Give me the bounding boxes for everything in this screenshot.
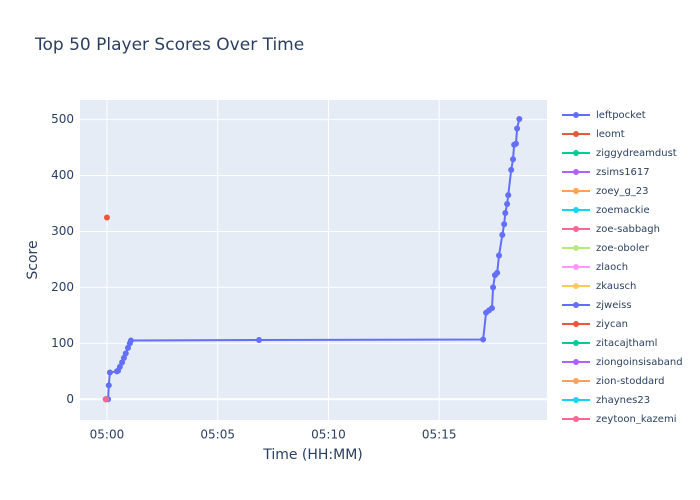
legend-marker [573,245,579,251]
x-tick-label: 05:05 [200,428,235,442]
legend: leftpocket leomt ziggydreamdust zsims1617 zo… [562,110,683,425]
data-point [499,231,506,238]
legend-marker [573,359,579,365]
legend-marker [573,378,579,384]
legend-label: zhaynes23 [596,395,650,406]
legend-marker [573,150,579,156]
data-point [504,201,511,208]
legend-label: zitacajthaml [596,338,657,349]
legend-marker [573,416,579,422]
legend-label: zeytoon_kazemi [596,414,676,425]
legend-marker [573,264,579,270]
data-point [102,396,109,403]
x-tick-label: 05:00 [90,428,125,442]
data-point [122,350,129,357]
data-point [512,140,519,147]
data-point [488,305,495,312]
legend-label: ziggydreamdust [596,148,677,159]
y-tick-label: 100 [51,336,74,350]
data-point [105,382,112,389]
data-point [514,125,521,132]
data-point [496,252,503,259]
grid [80,100,547,420]
legend-label: zoe-sabbagh [596,224,660,235]
y-tick-label: 200 [51,280,74,294]
data-point [508,166,515,173]
data-point [501,221,508,228]
data-point [494,269,501,276]
data-point [480,336,487,343]
data-point [490,284,497,291]
data-point [505,192,512,199]
legend-marker [573,207,579,213]
legend-marker [573,188,579,194]
legend-label: ziycan [596,319,628,330]
legend-label: ziongoinsisaband [596,357,683,368]
legend-label: zoemackie [596,205,650,216]
data-point [256,337,263,343]
data-point [103,214,110,221]
x-tick-label: 05:10 [311,428,346,442]
data-point [116,363,123,370]
legend-marker [573,226,579,232]
legend-marker [573,302,579,308]
legend-label: zkausch [596,281,636,292]
data-point [502,210,509,217]
legend-label: zjweiss [596,300,632,311]
legend-label: zlaoch [596,262,628,273]
legend-label: zion-stoddard [596,376,664,387]
legend-label: leomt [596,129,625,140]
x-tick-label: 05:15 [422,428,457,442]
y-tick-label: 500 [51,112,74,126]
y-tick-label: 0 [66,392,74,406]
y-axis-title: Score [25,240,41,279]
legend-label: zoey_g_23 [596,186,649,197]
y-tick-label: 400 [51,168,74,182]
x-axis-title: Time (HH:MM) [262,447,363,463]
data-point [106,369,113,376]
legend-marker [573,283,579,289]
chart-title: Top 50 Player Scores Over Time [34,35,304,55]
legend-marker [573,340,579,346]
data-point [127,337,134,344]
legend-label: zoe-oboler [596,243,650,254]
legend-marker [573,112,579,118]
plot-area [80,100,547,420]
legend-marker [573,321,579,327]
legend-label: leftpocket [596,110,646,121]
legend-marker [573,397,579,403]
marks [102,116,523,403]
legend-marker [573,131,579,137]
legend-label: zsims1617 [596,167,650,178]
legend-marker [573,169,579,175]
data-point [516,116,523,123]
data-point [510,156,517,163]
y-tick-label: 300 [51,224,74,238]
